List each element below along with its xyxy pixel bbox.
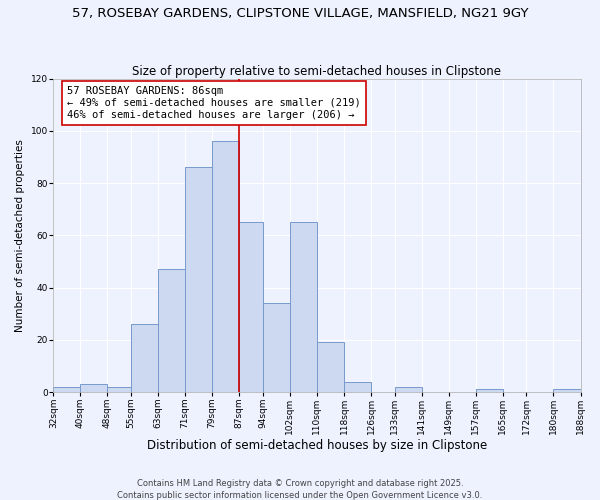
Text: Contains HM Land Registry data © Crown copyright and database right 2025.
Contai: Contains HM Land Registry data © Crown c… bbox=[118, 478, 482, 500]
Bar bbox=[553, 390, 581, 392]
Bar bbox=[239, 222, 263, 392]
Bar bbox=[158, 269, 185, 392]
Bar bbox=[344, 382, 371, 392]
Text: 57, ROSEBAY GARDENS, CLIPSTONE VILLAGE, MANSFIELD, NG21 9GY: 57, ROSEBAY GARDENS, CLIPSTONE VILLAGE, … bbox=[72, 8, 528, 20]
Bar bbox=[263, 303, 290, 392]
Bar bbox=[476, 390, 503, 392]
Bar bbox=[80, 384, 107, 392]
Title: Size of property relative to semi-detached houses in Clipstone: Size of property relative to semi-detach… bbox=[133, 66, 502, 78]
Text: 57 ROSEBAY GARDENS: 86sqm
← 49% of semi-detached houses are smaller (219)
46% of: 57 ROSEBAY GARDENS: 86sqm ← 49% of semi-… bbox=[67, 86, 361, 120]
Y-axis label: Number of semi-detached properties: Number of semi-detached properties bbox=[15, 139, 25, 332]
Bar bbox=[212, 141, 239, 392]
Bar bbox=[395, 387, 422, 392]
Bar bbox=[317, 342, 344, 392]
Bar bbox=[53, 387, 80, 392]
X-axis label: Distribution of semi-detached houses by size in Clipstone: Distribution of semi-detached houses by … bbox=[147, 440, 487, 452]
Bar bbox=[107, 387, 131, 392]
Bar bbox=[185, 168, 212, 392]
Bar bbox=[131, 324, 158, 392]
Bar bbox=[290, 222, 317, 392]
